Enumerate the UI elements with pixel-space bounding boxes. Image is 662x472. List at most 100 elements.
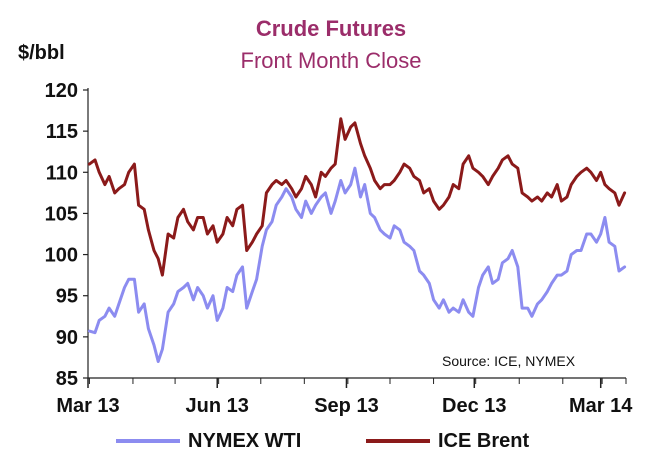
data-point-nymex-wti <box>487 266 490 268</box>
data-point-nymex-wti <box>585 233 588 235</box>
data-point-ice-brent <box>245 249 248 252</box>
data-point-ice-brent <box>182 208 185 211</box>
data-point-ice-brent <box>511 163 513 165</box>
data-point-ice-brent <box>540 200 543 202</box>
data-point-ice-brent <box>251 241 254 243</box>
series-line-nymex-wti <box>87 166 627 363</box>
data-point-nymex-wti <box>448 311 450 314</box>
data-point-ice-brent <box>413 175 415 178</box>
data-point-ice-brent <box>546 192 549 194</box>
data-point-ice-brent <box>310 183 313 186</box>
data-point-nymex-wti <box>300 216 303 219</box>
data-point-ice-brent <box>467 155 470 157</box>
data-point-ice-brent <box>241 204 244 206</box>
data-point-ice-brent <box>462 163 464 165</box>
data-point-nymex-wti <box>393 225 396 227</box>
data-point-ice-brent <box>521 192 523 194</box>
data-point-ice-brent <box>442 204 445 206</box>
data-point-nymex-wti <box>143 303 145 305</box>
data-point-ice-brent <box>623 192 626 194</box>
data-point-ice-brent <box>137 204 140 206</box>
data-point-nymex-wti <box>442 299 445 301</box>
data-point-nymex-wti <box>608 241 610 243</box>
data-point-ice-brent <box>389 183 391 186</box>
data-point-ice-brent <box>281 183 283 186</box>
data-point-nymex-wti <box>265 229 268 231</box>
data-point-ice-brent <box>531 200 533 202</box>
data-point-nymex-wti <box>526 307 529 309</box>
data-point-nymex-wti <box>369 212 372 215</box>
data-point-nymex-wti <box>550 282 553 285</box>
data-point-ice-brent <box>599 171 602 174</box>
data-point-nymex-wti <box>324 192 327 194</box>
data-point-nymex-wti <box>546 290 549 293</box>
data-point-nymex-wti <box>118 303 120 305</box>
data-point-nymex-wti <box>408 245 411 248</box>
data-point-ice-brent <box>585 167 588 169</box>
data-point-nymex-wti <box>438 307 441 309</box>
data-point-ice-brent <box>566 196 568 198</box>
data-point-ice-brent <box>261 225 264 227</box>
data-point-nymex-wti <box>462 299 464 301</box>
data-point-nymex-wti <box>344 192 346 194</box>
data-point-nymex-wti <box>133 278 136 281</box>
source-note: Source: ICE, NYMEX <box>442 353 576 369</box>
data-point-ice-brent <box>202 216 204 219</box>
data-point-nymex-wti <box>477 286 480 289</box>
data-point-nymex-wti <box>452 307 455 309</box>
data-point-nymex-wti <box>599 233 602 235</box>
data-point-nymex-wti <box>521 307 523 309</box>
data-point-ice-brent <box>236 208 238 211</box>
data-point-nymex-wti <box>566 270 568 272</box>
data-point-nymex-wti <box>251 290 254 293</box>
data-point-ice-brent <box>576 175 578 178</box>
data-point-nymex-wti <box>153 344 155 346</box>
y-tick-label: 95 <box>56 286 78 308</box>
data-point-nymex-wti <box>383 233 386 235</box>
data-point-nymex-wti <box>231 290 234 293</box>
data-point-ice-brent <box>212 225 214 227</box>
data-point-nymex-wti <box>226 286 228 289</box>
data-point-nymex-wti <box>570 253 572 256</box>
data-point-ice-brent <box>507 155 509 157</box>
data-point-nymex-wti <box>604 216 606 219</box>
data-point-nymex-wti <box>536 303 539 305</box>
data-point-nymex-wti <box>472 315 474 318</box>
data-point-nymex-wti <box>216 319 218 322</box>
data-point-nymex-wti <box>501 262 504 264</box>
chart-subtitle: Front Month Close <box>240 48 422 73</box>
data-point-nymex-wti <box>290 196 293 198</box>
data-point-nymex-wti <box>614 245 616 248</box>
data-point-ice-brent <box>265 192 268 194</box>
data-point-nymex-wti <box>255 278 258 281</box>
data-point-ice-brent <box>408 167 411 169</box>
data-point-nymex-wti <box>123 286 126 289</box>
data-point-nymex-wti <box>354 167 356 169</box>
data-point-ice-brent <box>271 183 273 186</box>
y-axis-label: $/bbl <box>18 42 65 64</box>
legend-swatch-ice-brent <box>366 439 430 443</box>
data-point-nymex-wti <box>422 274 425 276</box>
data-point-ice-brent <box>383 183 386 186</box>
y-tick-label: 85 <box>56 368 78 390</box>
data-point-ice-brent <box>403 163 405 165</box>
data-point-ice-brent <box>608 187 610 190</box>
data-point-ice-brent <box>580 171 582 174</box>
data-point-ice-brent <box>216 241 218 243</box>
data-point-ice-brent <box>226 216 228 219</box>
data-point-nymex-wti <box>295 208 297 211</box>
data-point-nymex-wti <box>491 282 494 285</box>
data-point-nymex-wti <box>590 233 592 235</box>
data-point-ice-brent <box>448 196 450 198</box>
y-tick-label: 105 <box>45 203 78 225</box>
data-point-nymex-wti <box>531 315 533 318</box>
data-point-nymex-wti <box>556 274 558 276</box>
data-point-ice-brent <box>349 126 352 128</box>
data-point-ice-brent <box>369 167 372 169</box>
data-point-nymex-wti <box>373 216 376 219</box>
data-point-nymex-wti <box>497 278 500 281</box>
data-point-ice-brent <box>94 159 96 161</box>
legend-swatch-nymex-wti <box>116 439 180 443</box>
data-point-ice-brent <box>295 196 297 198</box>
